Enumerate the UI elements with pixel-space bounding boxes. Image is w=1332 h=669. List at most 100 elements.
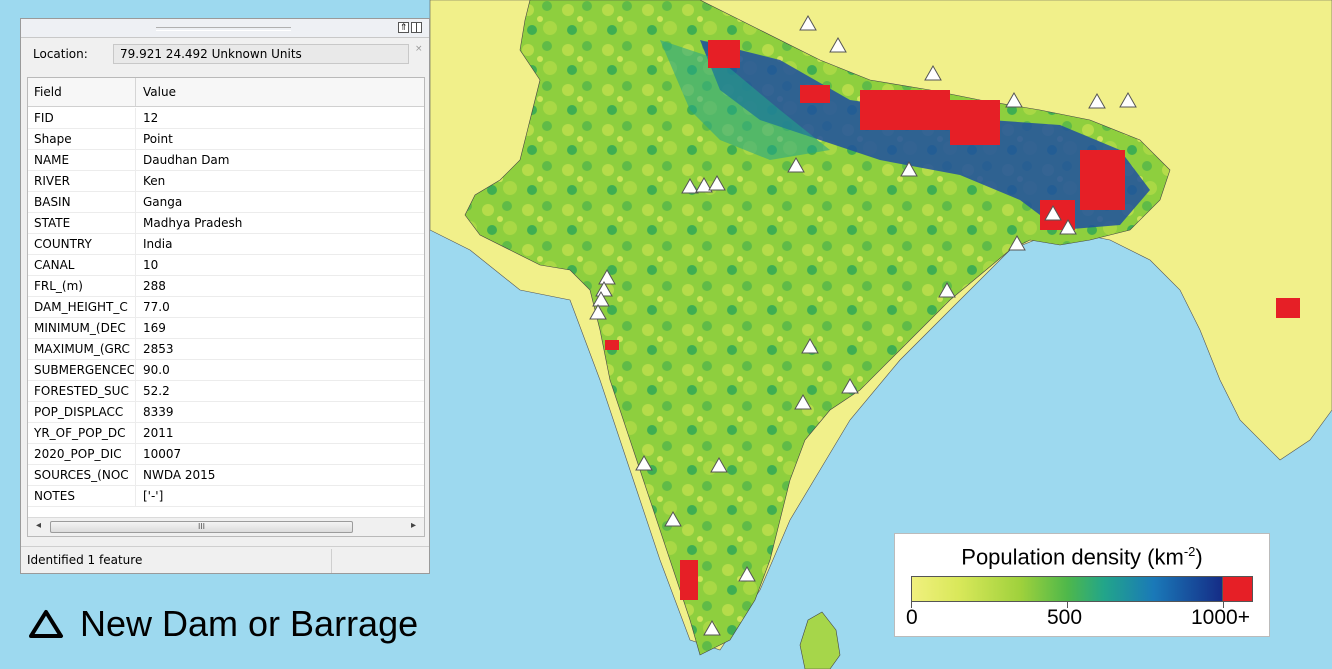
field-value: Point: [143, 132, 173, 146]
dam-marker[interactable]: [1059, 218, 1077, 235]
field-value: 288: [143, 279, 166, 293]
field-name: SOURCES_(NOC: [34, 468, 129, 482]
table-row[interactable]: MINIMUM_(DEC 169: [28, 318, 424, 339]
scroll-thumb[interactable]: III: [50, 521, 353, 533]
sri-lanka: [799, 611, 841, 669]
dam-legend-label: New Dam or Barrage: [80, 603, 419, 644]
dam-marker[interactable]: [1088, 92, 1106, 109]
panel-titlebar[interactable]: ⇑ |: [21, 19, 429, 38]
field-value: NWDA 2015: [143, 468, 216, 482]
dam-marker[interactable]: [1005, 91, 1023, 108]
field-value: 10: [143, 258, 159, 272]
dam-marker[interactable]: [841, 377, 859, 394]
dam-marker[interactable]: [799, 14, 817, 31]
column-header-field[interactable]: Field: [34, 85, 62, 99]
field-name: NOTES: [34, 489, 75, 503]
column-header-value[interactable]: Value: [143, 85, 176, 99]
table-row[interactable]: RIVER Ken: [28, 171, 424, 192]
dam-marker[interactable]: [595, 280, 613, 297]
dam-marker[interactable]: [738, 565, 756, 582]
field-name: 2020_POP_DIC: [34, 447, 122, 461]
location-value-field[interactable]: 79.921 24.492 Unknown Units: [113, 44, 409, 64]
table-row[interactable]: Shape Point: [28, 129, 424, 150]
field-name: POP_DISPLACC: [34, 405, 124, 419]
scroll-right-arrow-icon[interactable]: ▸: [410, 520, 416, 531]
field-name: FID: [34, 111, 54, 125]
field-name: SUBMERGENCEC: [34, 363, 134, 377]
horizontal-scrollbar[interactable]: ◂ III ▸: [28, 517, 424, 536]
table-row[interactable]: COUNTRY India: [28, 234, 424, 255]
table-row[interactable]: DAM_HEIGHT_C 77.0: [28, 297, 424, 318]
population-density-legend: Population density (km-2) 0 500 1000+: [894, 533, 1270, 637]
legend-title: Population density (km-2): [961, 544, 1203, 570]
field-name: NAME: [34, 153, 70, 167]
table-row[interactable]: STATE Madhya Pradesh: [28, 213, 424, 234]
dam-marker[interactable]: [708, 174, 726, 191]
field-value: Ken: [143, 174, 166, 188]
table-row[interactable]: SUBMERGENCEC 90.0: [28, 360, 424, 381]
field-value: Ganga: [143, 195, 183, 209]
table-row[interactable]: YR_OF_POP_DC 2011: [28, 423, 424, 444]
field-value: 77.0: [143, 300, 170, 314]
table-row[interactable]: BASIN Ganga: [28, 192, 424, 213]
field-name: RIVER: [34, 174, 71, 188]
legend-tick-500: 500: [1047, 606, 1083, 629]
field-value: Madhya Pradesh: [143, 216, 243, 230]
dam-marker[interactable]: [829, 36, 847, 53]
status-bar: Identified 1 feature: [21, 546, 429, 575]
dam-marker[interactable]: [710, 456, 728, 473]
dock-button[interactable]: ⇑: [398, 22, 409, 33]
table-row[interactable]: POP_DISPLACC 8339: [28, 402, 424, 423]
legend-tick-0: 0: [906, 606, 918, 629]
table-row[interactable]: FID 12: [28, 108, 424, 129]
dam-markers: [589, 14, 1137, 636]
dam-marker[interactable]: [681, 177, 699, 194]
dam-marker[interactable]: [801, 337, 819, 354]
dam-marker[interactable]: [938, 281, 956, 298]
dam-marker[interactable]: [1044, 204, 1062, 221]
field-value: 10007: [143, 447, 182, 461]
field-name: FRL_(m): [34, 279, 83, 293]
dam-marker[interactable]: [787, 156, 805, 173]
status-text: Identified 1 feature: [27, 553, 143, 567]
table-row[interactable]: NOTES ['-']: [28, 486, 424, 507]
table-row[interactable]: FRL_(m) 288: [28, 276, 424, 297]
drag-grip[interactable]: [156, 27, 291, 31]
location-label: Location:: [33, 47, 88, 61]
dam-marker[interactable]: [695, 176, 713, 193]
dam-marker[interactable]: [589, 303, 607, 320]
autohide-button[interactable]: |: [411, 22, 422, 33]
close-icon[interactable]: ×: [415, 44, 423, 54]
field-value: ['-']: [143, 489, 164, 503]
table-row[interactable]: 2020_POP_DIC 10007: [28, 444, 424, 465]
field-name: DAM_HEIGHT_C: [34, 300, 128, 314]
field-name: YR_OF_POP_DC: [34, 426, 126, 440]
dam-marker[interactable]: [900, 160, 918, 177]
field-value: 2011: [143, 426, 174, 440]
dam-marker[interactable]: [598, 268, 616, 285]
dam-marker[interactable]: [635, 454, 653, 471]
field-value: Daudhan Dam: [143, 153, 230, 167]
field-value: 8339: [143, 405, 174, 419]
field-name: STATE: [34, 216, 71, 230]
field-name: BASIN: [34, 195, 71, 209]
field-value: 2853: [143, 342, 174, 356]
dam-marker[interactable]: [1119, 91, 1137, 108]
field-value: 52.2: [143, 384, 170, 398]
table-row[interactable]: SOURCES_(NOC NWDA 2015: [28, 465, 424, 486]
table-row[interactable]: CANAL 10: [28, 255, 424, 276]
scroll-left-arrow-icon[interactable]: ◂: [36, 520, 42, 531]
field-name: Shape: [34, 132, 72, 146]
dam-marker[interactable]: [1008, 234, 1026, 251]
table-row[interactable]: FORESTED_SUC 52.2: [28, 381, 424, 402]
triangle-outline-icon: [29, 610, 63, 638]
dam-marker[interactable]: [592, 290, 610, 307]
density-red-clusters: [605, 40, 1300, 600]
dam-marker[interactable]: [924, 64, 942, 81]
table-row[interactable]: NAME Daudhan Dam: [28, 150, 424, 171]
dam-marker[interactable]: [703, 619, 721, 636]
legend-tick-1000: 1000+: [1191, 606, 1250, 629]
dam-marker[interactable]: [664, 510, 682, 527]
dam-marker[interactable]: [794, 393, 812, 410]
table-row[interactable]: MAXIMUM_(GRC 2853: [28, 339, 424, 360]
